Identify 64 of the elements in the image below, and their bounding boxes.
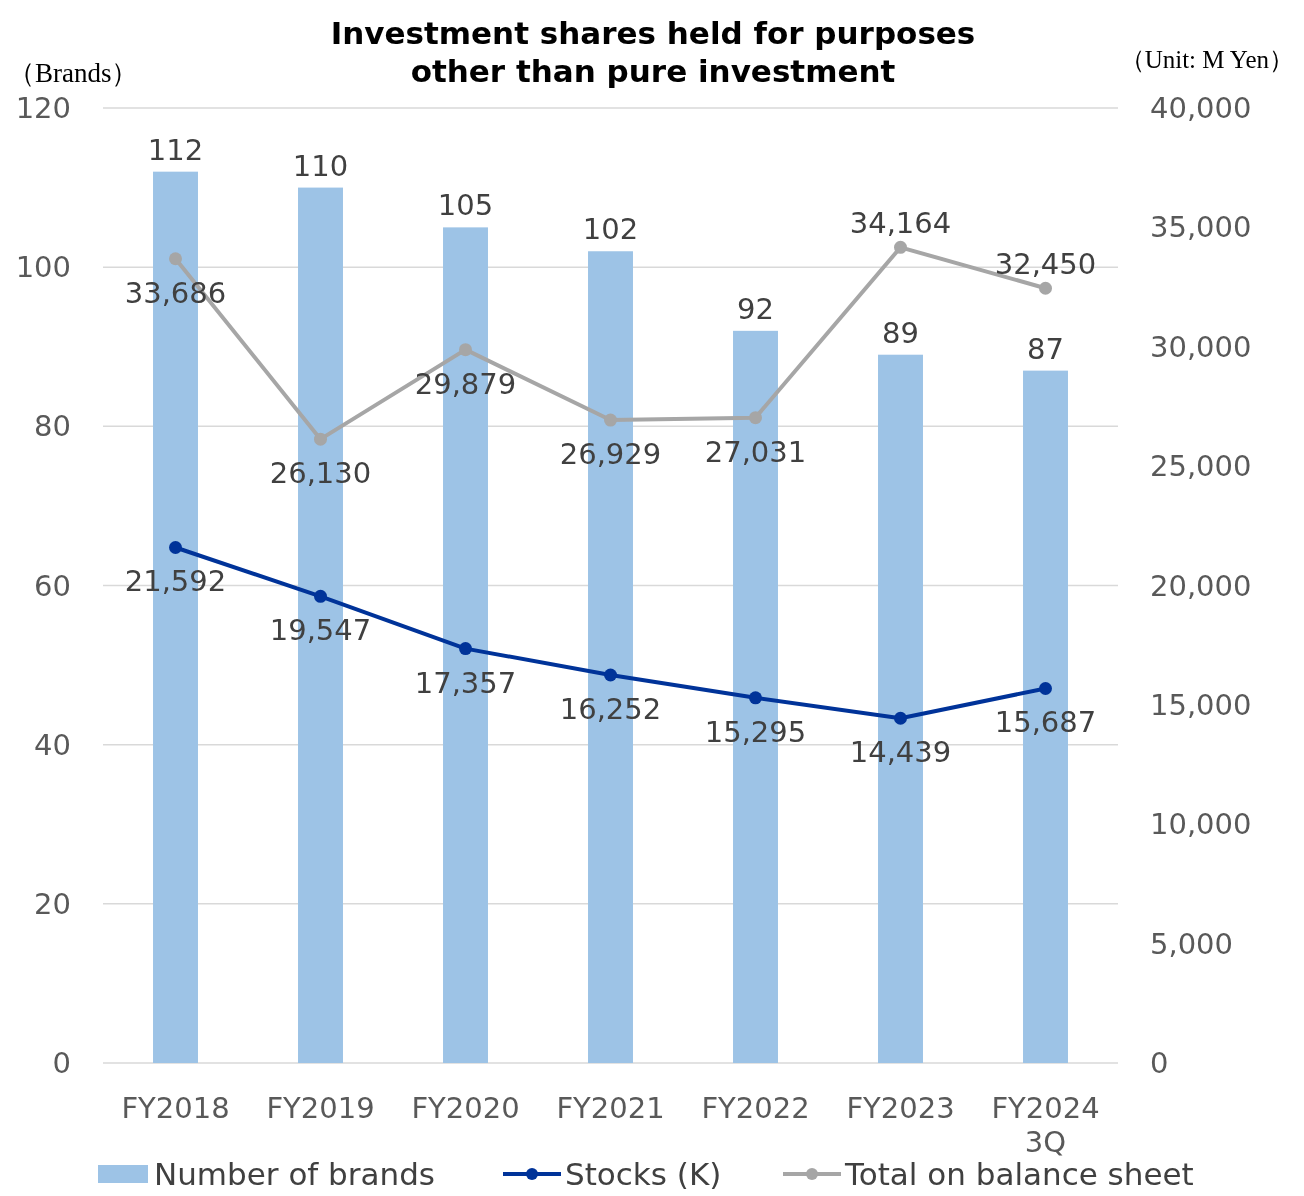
y-tick-label: 100 xyxy=(15,250,71,285)
x-tick-label: FY2022 xyxy=(701,1091,810,1125)
point xyxy=(314,432,327,446)
point xyxy=(459,343,472,357)
data-label: 19,547 xyxy=(269,613,372,648)
legend-label: Number of brands xyxy=(154,1156,436,1192)
y2-axis-title: （Unit: M Yen） xyxy=(1119,46,1294,73)
point xyxy=(894,711,907,725)
y2-tick-label: 30,000 xyxy=(1150,329,1252,364)
data-label: 21,592 xyxy=(124,564,227,599)
legend-label: Stocks (K) xyxy=(565,1156,722,1192)
point xyxy=(1039,281,1052,295)
data-label: 110 xyxy=(292,148,349,183)
data-label: 87 xyxy=(1027,331,1064,366)
legend-label: Total on balance sheet xyxy=(844,1156,1194,1192)
y-tick-label: 40 xyxy=(34,727,71,762)
data-label: 32,450 xyxy=(994,247,1097,282)
data-label: 112 xyxy=(147,132,204,167)
data-label: 17,357 xyxy=(414,665,517,700)
y2-tick-label: 40,000 xyxy=(1150,91,1252,125)
data-label: 105 xyxy=(437,188,494,223)
y-tick-label: 20 xyxy=(34,886,71,921)
y-tick-label: 80 xyxy=(34,409,71,444)
data-label: 14,439 xyxy=(849,735,952,770)
point xyxy=(169,540,182,554)
x-tick-label: FY2021 xyxy=(556,1091,665,1125)
data-label: 89 xyxy=(882,315,919,350)
point xyxy=(314,589,327,603)
data-label: 29,879 xyxy=(414,366,517,401)
y2-tick-label: 15,000 xyxy=(1150,687,1252,722)
data-label: 92 xyxy=(737,291,774,326)
y2-tick-label: 20,000 xyxy=(1150,568,1252,603)
data-label: 27,031 xyxy=(704,434,807,469)
y-tick-label: 60 xyxy=(34,568,71,603)
data-label: 34,164 xyxy=(849,206,952,241)
y-tick-label: 0 xyxy=(52,1046,71,1080)
x-tick-label: FY2018 xyxy=(121,1091,230,1125)
y2-tick-label: 35,000 xyxy=(1150,210,1252,245)
y2-tick-label: 5,000 xyxy=(1150,926,1234,961)
point xyxy=(604,668,617,682)
chart-title: Investment shares held for purposes other than pure investment xyxy=(330,15,976,89)
x-tick-label: FY2019 xyxy=(266,1091,375,1125)
x-tick-label: FY2020 xyxy=(411,1091,520,1125)
data-label: 16,252 xyxy=(559,691,662,726)
y2-tick-label: 25,000 xyxy=(1150,449,1252,484)
point xyxy=(894,240,907,254)
data-label: 33,686 xyxy=(124,275,227,310)
x-tick-label: FY2023 xyxy=(846,1091,955,1125)
y2-tick-label: 10,000 xyxy=(1150,807,1252,842)
data-label: 15,295 xyxy=(704,714,807,749)
data-label: 26,929 xyxy=(559,437,662,472)
data-label: 26,130 xyxy=(269,456,372,491)
point xyxy=(169,252,182,266)
point xyxy=(604,413,617,427)
x-tick-label: FY2024 3Q xyxy=(991,1091,1100,1159)
point xyxy=(749,691,762,705)
y2-tick-label: 0 xyxy=(1150,1046,1169,1080)
y-axis-title: （Brands） xyxy=(8,58,139,88)
point xyxy=(1039,681,1052,695)
data-label: 15,687 xyxy=(994,705,1097,740)
data-label: 102 xyxy=(582,212,639,247)
y-tick-label: 120 xyxy=(15,91,71,125)
point xyxy=(749,411,762,425)
point xyxy=(459,642,472,656)
